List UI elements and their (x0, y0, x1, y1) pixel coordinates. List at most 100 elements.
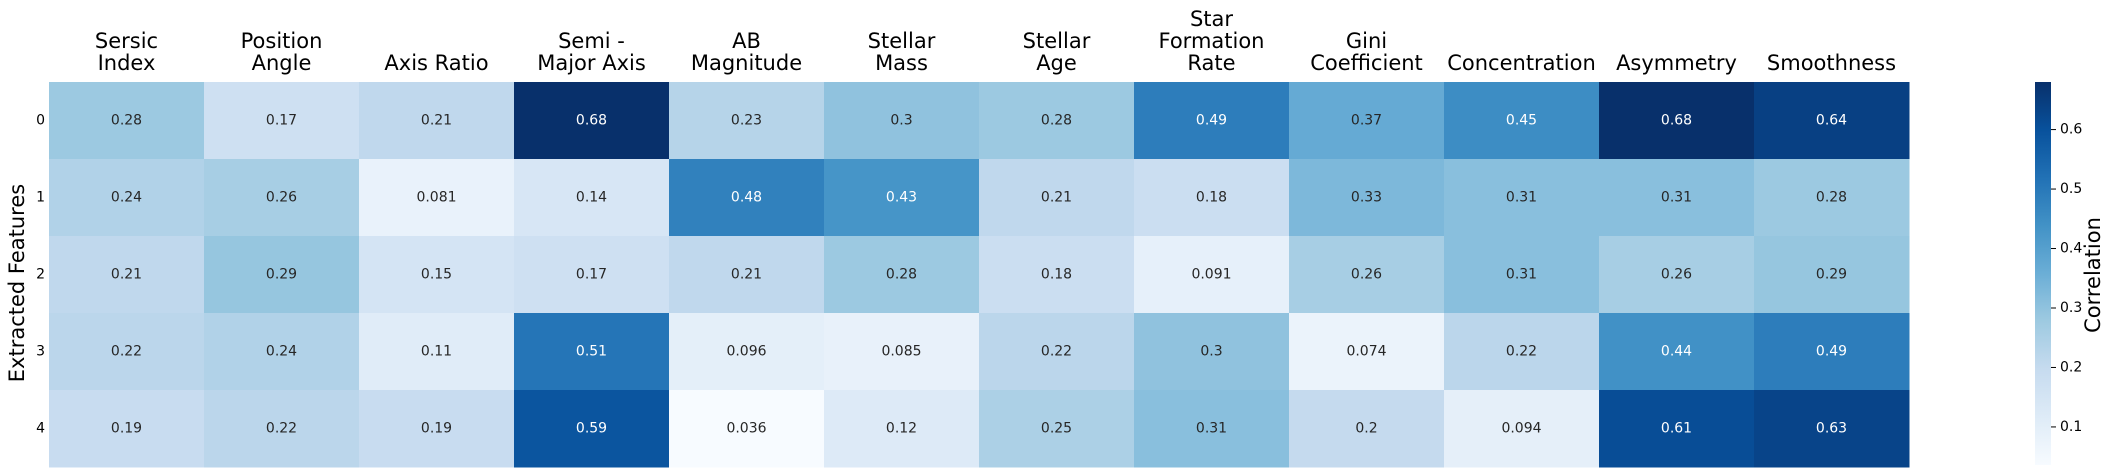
cell-value-label: 0.24 (266, 344, 297, 360)
cell-value-label: 0.074 (1346, 344, 1386, 360)
heatmap-cell (979, 236, 1135, 314)
heatmap-cell (669, 313, 825, 391)
cell-value-label: 0.18 (1041, 267, 1072, 283)
heatmap-cell (669, 390, 825, 468)
colorbar-tick-label: 0.4 (2060, 241, 2082, 257)
cell-value-label: 0.26 (1661, 267, 1692, 283)
cell-value-label: 0.29 (266, 267, 297, 283)
cell-value-label: 0.094 (1501, 421, 1541, 437)
colorbar-tick-label: 0.2 (2060, 359, 2082, 375)
cell-value-label: 0.036 (726, 421, 766, 437)
cell-value-label: 0.085 (881, 344, 921, 360)
heatmap-cell (204, 236, 360, 314)
cell-value-label: 0.14 (576, 190, 607, 206)
cell-value-label: 0.17 (576, 267, 607, 283)
column-label: Axis Ratio (384, 51, 488, 75)
heatmap-cell (204, 313, 360, 391)
heatmap-cell (514, 236, 670, 314)
heatmap-cell (1289, 236, 1445, 314)
column-label: AB Magnitude (691, 29, 802, 75)
cell-value-label: 0.45 (1506, 113, 1537, 129)
heatmap-cell (359, 236, 515, 314)
heatmap-cell (1134, 159, 1290, 237)
cell-value-label: 0.2 (1355, 421, 1377, 437)
cell-value-label: 0.28 (111, 113, 142, 129)
colorbar-ticks: 0.1 0.2 0.3 0.4 0.5 0.6 (2051, 122, 2082, 435)
cell-value-label: 0.48 (731, 190, 762, 206)
cell-value-label: 0.22 (266, 421, 297, 437)
colorbar-title: Correlation (2081, 217, 2105, 333)
heatmap-cell (359, 82, 515, 160)
heatmap-cell (49, 313, 205, 391)
heatmap-cell (1289, 159, 1445, 237)
heatmap-cell (49, 159, 205, 237)
heatmap-cell (669, 82, 825, 160)
cell-value-label: 0.19 (111, 421, 142, 437)
cell-value-label: 0.28 (886, 267, 917, 283)
column-label: Sersic Index (95, 29, 158, 75)
cell-value-label: 0.49 (1196, 113, 1227, 129)
heatmap-cell (1444, 313, 1600, 391)
cell-value-label: 0.3 (890, 113, 912, 129)
heatmap-cell (824, 313, 980, 391)
heatmap-cell (1599, 313, 1755, 391)
cell-value-label: 0.28 (1041, 113, 1072, 129)
y-axis-title: Extracted Features (5, 184, 29, 382)
heatmap-cell (824, 159, 980, 237)
cell-value-label: 0.59 (576, 421, 607, 437)
colorbar-tick-label: 0.6 (2060, 122, 2082, 138)
cell-value-label: 0.18 (1196, 190, 1227, 206)
heatmap-cell (1444, 82, 1600, 160)
cell-value-label: 0.22 (1506, 344, 1537, 360)
row-labels: 0 1 2 3 4 (36, 113, 45, 437)
heatmap-cell (1444, 159, 1600, 237)
heatmap-cell (1134, 236, 1290, 314)
heatmap-cell (204, 390, 360, 468)
cell-value-label: 0.29 (1816, 267, 1847, 283)
heatmap-cell (824, 82, 980, 160)
heatmap-cell (1754, 159, 1910, 237)
cell-value-label: 0.61 (1661, 421, 1692, 437)
cell-value-label: 0.12 (886, 421, 917, 437)
colorbar (2035, 82, 2051, 465)
cell-value-label: 0.17 (266, 113, 297, 129)
cell-value-label: 0.11 (421, 344, 452, 360)
cell-value-label: 0.31 (1661, 190, 1692, 206)
cell-value-label: 0.64 (1816, 113, 1847, 129)
heatmap-cell (514, 159, 670, 237)
heatmap-cell (824, 236, 980, 314)
row-label: 2 (36, 267, 45, 283)
heatmap-cell (49, 82, 205, 160)
heatmap-cell (514, 313, 670, 391)
column-labels: Sersic Index Position Angle Axis Ratio Semi -… (95, 7, 1896, 75)
column-label: Gini Coefficient (1310, 29, 1423, 75)
heatmap-cell (204, 159, 360, 237)
cell-value-label: 0.68 (1661, 113, 1692, 129)
cell-value-label: 0.26 (266, 190, 297, 206)
heatmap-cell (1754, 236, 1910, 314)
cell-value-label: 0.24 (111, 190, 142, 206)
cell-value-label: 0.091 (1191, 267, 1231, 283)
row-label: 1 (36, 190, 45, 206)
heatmap-cell (1289, 82, 1445, 160)
colorbar-tick-label: 0.3 (2060, 300, 2082, 316)
cell-value-label: 0.23 (731, 113, 762, 129)
heatmap-cell (1289, 390, 1445, 468)
heatmap-cell (1599, 236, 1755, 314)
cell-value-label: 0.31 (1506, 190, 1537, 206)
cell-value-label: 0.51 (576, 344, 607, 360)
cell-value-label: 0.37 (1351, 113, 1382, 129)
heatmap-cell (1599, 82, 1755, 160)
cell-value-label: 0.63 (1816, 421, 1847, 437)
column-label: Position Angle (241, 29, 323, 75)
colorbar-tick-label: 0.5 (2060, 181, 2082, 197)
heatmap-cell (359, 159, 515, 237)
cell-value-label: 0.26 (1351, 267, 1382, 283)
cell-value-label: 0.21 (111, 267, 142, 283)
heatmap-cell (514, 390, 670, 468)
cell-value-label: 0.43 (886, 190, 917, 206)
heatmap-cell (1599, 159, 1755, 237)
heatmap-cell (359, 390, 515, 468)
heatmap-cells: 0.28 0.17 0.21 0.68 0.23 0.3 0.28 0.49 0.37 0.45 0… (49, 82, 1910, 468)
